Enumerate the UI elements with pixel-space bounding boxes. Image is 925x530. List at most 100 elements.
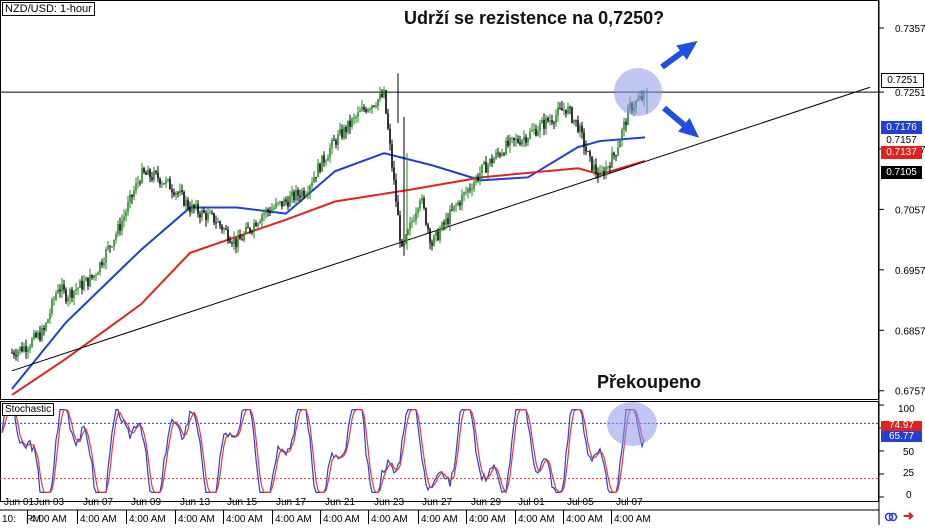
candle-body <box>333 139 335 141</box>
candle-body <box>351 118 353 127</box>
candle-body <box>33 332 35 339</box>
candle-body <box>205 212 207 221</box>
candle-body <box>597 173 599 178</box>
candle-body <box>59 289 61 292</box>
highlight-circle-price <box>614 68 662 116</box>
candle-body <box>483 161 485 165</box>
candle-body <box>267 209 269 212</box>
candle-body <box>573 119 575 123</box>
candle-body <box>547 117 549 122</box>
candle-body <box>575 119 577 121</box>
candle-body <box>365 109 367 112</box>
candle-body <box>201 210 203 218</box>
stoch-level-0: 0 <box>906 490 912 501</box>
candle-body <box>521 140 523 145</box>
candle-body <box>167 179 169 181</box>
candle-body <box>73 290 75 298</box>
x-time-label: 4:00 AM <box>469 514 506 525</box>
candle-body <box>247 226 249 229</box>
candle-body <box>461 195 463 206</box>
candle-body <box>109 245 111 247</box>
candle-body <box>311 182 313 186</box>
x-time-label: 4:00 AM <box>323 514 360 525</box>
candle-body <box>487 164 489 173</box>
candle-body <box>177 192 179 194</box>
candle-body <box>263 213 265 215</box>
close-pane-icon[interactable]: ➜ <box>903 508 914 523</box>
candle-body <box>117 224 119 235</box>
x-tick-divider <box>223 510 224 524</box>
candle-body <box>99 262 101 273</box>
candle-body <box>265 209 267 214</box>
candle-body <box>183 191 185 206</box>
y-tick-label: 0.7251 <box>895 88 925 99</box>
candle-body <box>337 134 339 145</box>
candle-body <box>563 109 565 111</box>
candle-body <box>13 352 15 356</box>
candle-body <box>345 127 347 133</box>
candle-body <box>181 190 183 192</box>
x-time-label: 4:00 AM <box>566 514 603 525</box>
candle-body <box>415 213 417 220</box>
candle-body <box>615 155 617 157</box>
candle-body <box>503 153 505 155</box>
candle-body <box>621 129 623 141</box>
candle-body <box>285 199 287 202</box>
stochastic-label: Stochastic <box>2 403 55 416</box>
candle-body <box>161 183 163 185</box>
candle-body <box>213 213 215 223</box>
candle-body <box>525 136 527 143</box>
candle-body <box>41 327 43 341</box>
candle-body <box>335 140 337 145</box>
candle-body <box>581 125 583 133</box>
candle-body <box>15 355 17 357</box>
candle-body <box>341 129 343 138</box>
candle-body <box>127 202 129 213</box>
candle-body <box>289 196 291 207</box>
candle-body <box>439 230 441 241</box>
candle-body <box>545 117 547 129</box>
candle-body <box>497 152 499 154</box>
candle-body <box>171 189 173 193</box>
candle-body <box>149 169 151 178</box>
link-icon[interactable] <box>884 510 898 522</box>
candle-body <box>391 144 393 168</box>
candle-body <box>243 233 245 241</box>
candle-body <box>17 351 19 357</box>
candle-body <box>271 209 273 213</box>
candle-body <box>421 198 423 201</box>
overbought-annotation: Překoupeno <box>597 372 702 392</box>
x-date-label: Jun 09 <box>131 497 162 508</box>
resistance-question-annotation: Udrží se rezistence na 0,7250? <box>404 8 665 28</box>
x-time-label: 4:00 AM <box>421 514 458 525</box>
candle-body <box>93 275 95 278</box>
price-label-black: 0.7105 <box>881 166 922 179</box>
candle-body <box>393 167 395 180</box>
candle-body <box>559 107 561 109</box>
candle-body <box>553 122 555 124</box>
candle-body <box>357 112 359 117</box>
candle-body <box>369 109 371 111</box>
support-trendline <box>11 86 871 372</box>
candle-body <box>197 204 199 214</box>
candle-body <box>451 209 453 211</box>
candle-body <box>429 229 431 243</box>
x-time-label: 4:00 AM <box>614 514 651 525</box>
candle-body <box>383 90 385 97</box>
candle-body <box>375 106 377 108</box>
candle-body <box>397 201 399 216</box>
candle-body <box>477 176 479 180</box>
candle-body <box>135 183 137 191</box>
x-tick-divider <box>175 510 176 524</box>
candle-body <box>231 242 233 244</box>
candle-body <box>441 222 443 231</box>
x-time-label: 4:00 AM <box>80 514 117 525</box>
candle-body <box>413 219 415 222</box>
candle-body <box>259 221 261 224</box>
y-tick-label: 0.7357 <box>895 24 925 35</box>
candle-body <box>549 120 551 122</box>
stoch-label-d: 65.77 <box>881 431 922 442</box>
x-tick-divider <box>126 510 127 524</box>
candle-body <box>297 190 299 196</box>
